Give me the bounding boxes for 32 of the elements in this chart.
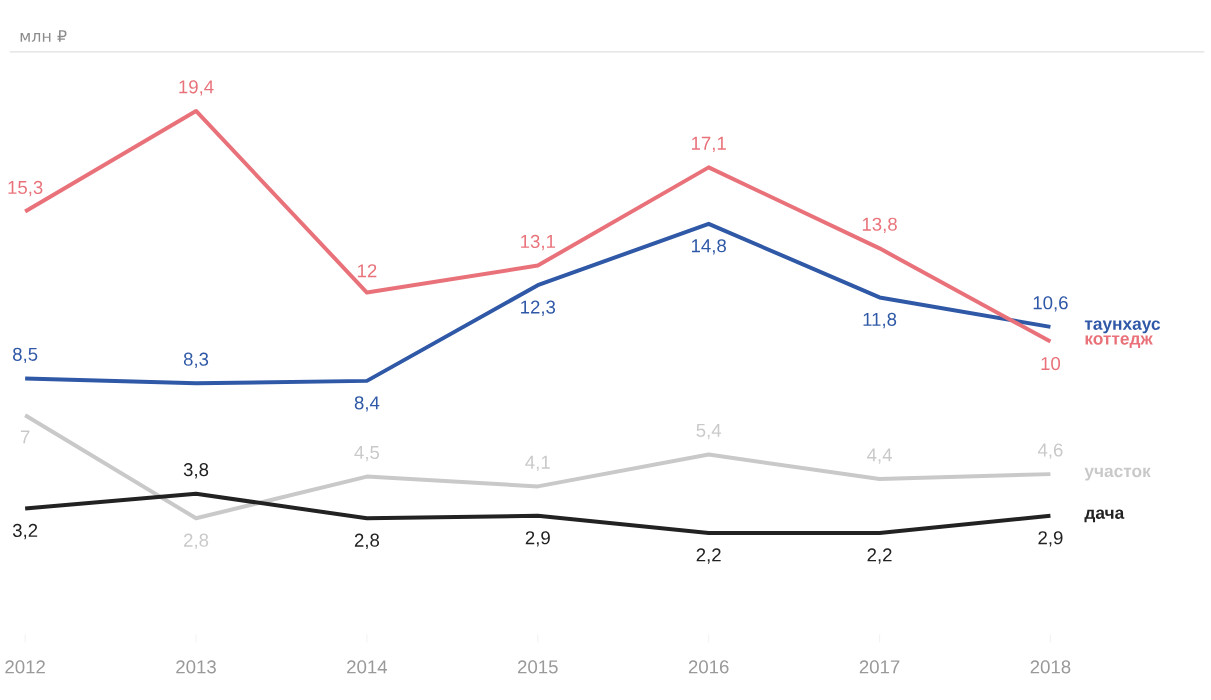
data-label: 2,8 [354,533,380,549]
x-tick-label: 2018 [1030,660,1071,674]
data-label: 12,3 [521,300,556,316]
data-label: 10 [1041,356,1061,371]
data-label: 19,4 [179,80,214,96]
data-label: 13,1 [521,234,555,251]
data-label: 3,2 [12,523,38,540]
series-label: дача [1084,509,1125,523]
data-label: 12 [357,264,377,278]
data-label: 13,8 [862,217,897,233]
text: коттедж [1085,335,1153,348]
series-label: таунхаус [1084,320,1161,334]
x-tick-label: 2012 [5,660,45,674]
data-label: 8,5 [13,347,38,364]
x-tick-label: 2015 [518,660,558,674]
data-label: 17,1 [691,136,726,152]
data-label: 14,8 [691,239,726,255]
y-axis-title: млн ₽ [20,30,67,42]
data-label: 8,3 [183,352,209,368]
x-tick-label: 2016 [688,660,729,674]
data-label: 2,2 [696,548,721,564]
data-label: 15,3 [8,180,43,197]
x-tick-label: 2013 [176,660,216,674]
x-tick-label: 2014 [347,660,388,674]
data-label: 8,4 [354,396,380,412]
x-tick-label: 2017 [859,660,900,674]
data-label: 2,2 [867,548,892,564]
data-label: 2,9 [1038,531,1063,547]
data-label: 3,8 [183,462,209,479]
data-label: 2,9 [525,531,550,547]
data-label: 11,8 [863,312,897,329]
data-label: 10,6 [1033,296,1068,312]
